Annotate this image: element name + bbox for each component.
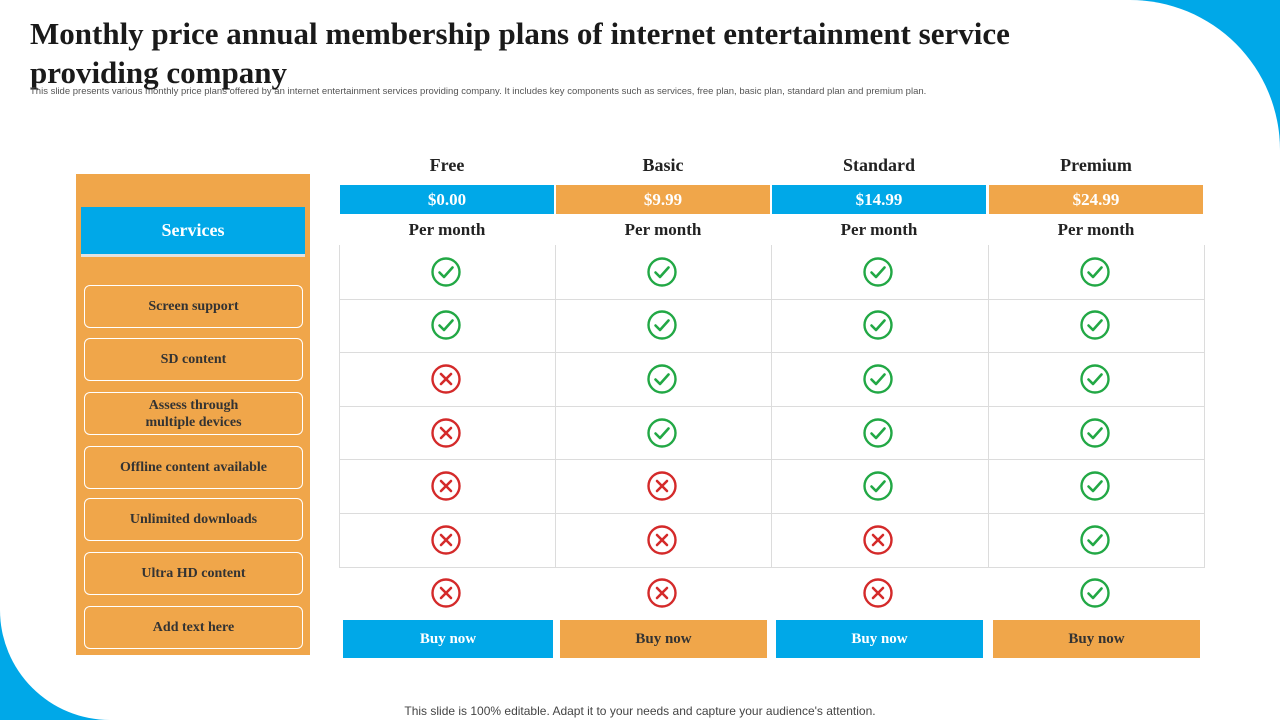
buy-now-button-premium[interactable]: Buy now [993, 620, 1200, 658]
check-circle-icon [863, 257, 893, 287]
x-circle-icon [863, 578, 893, 609]
check-circle-icon [431, 310, 461, 341]
grid-hline [339, 459, 1205, 460]
footer-note: This slide is 100% editable. Adapt it to… [404, 704, 876, 718]
buy-now-button-free[interactable]: Buy now [343, 620, 553, 658]
plan-period-premium: Per month [1057, 220, 1135, 239]
check-circle-icon [863, 471, 893, 501]
service-item: Assess through multiple devices [84, 392, 303, 435]
service-item: Add text here [84, 606, 303, 649]
check-circle-icon [1080, 525, 1110, 555]
plan-price-free: $0.00 [340, 185, 554, 214]
check-circle-icon [1080, 417, 1110, 448]
plan-name-basic: Basic [642, 155, 684, 175]
plan-price-basic: $9.99 [556, 185, 770, 214]
x-circle-icon [647, 471, 677, 501]
services-panel: Services Screen support SD content Assess … [76, 174, 310, 655]
service-item: Screen support [84, 285, 303, 328]
check-circle-icon [1080, 364, 1110, 394]
x-circle-icon [431, 471, 461, 501]
x-circle-icon [431, 578, 461, 609]
x-circle-icon [431, 525, 461, 555]
plan-period-standard: Per month [840, 220, 918, 239]
x-circle-icon [431, 417, 461, 448]
service-item: Ultra HD content [84, 552, 303, 595]
plan-name-standard: Standard [842, 155, 916, 175]
check-circle-icon [647, 310, 677, 341]
services-header: Services [81, 207, 305, 257]
plan-period-free: Per month [408, 220, 486, 239]
check-circle-icon [863, 417, 893, 448]
check-circle-icon [431, 257, 461, 287]
service-item: SD content [84, 338, 303, 381]
plan-price-standard: $14.99 [772, 185, 986, 214]
service-item: Unlimited downloads [84, 498, 303, 541]
check-circle-icon [1080, 471, 1110, 501]
x-circle-icon [863, 525, 893, 555]
check-circle-icon [863, 364, 893, 394]
x-circle-icon [647, 578, 677, 609]
check-circle-icon [647, 417, 677, 448]
check-circle-icon [647, 364, 677, 394]
buy-now-button-standard[interactable]: Buy now [776, 620, 983, 658]
check-circle-icon [647, 257, 677, 287]
check-circle-icon [863, 310, 893, 341]
plan-period-basic: Per month [624, 220, 702, 239]
page-subtitle: This slide presents various monthly pric… [30, 86, 927, 97]
plan-price-premium: $24.99 [989, 185, 1203, 214]
check-circle-icon [1080, 578, 1110, 609]
grid-hline [339, 406, 1205, 407]
plan-name-free: Free [429, 155, 465, 175]
grid-hline [339, 352, 1205, 353]
service-item: Offline content available [84, 446, 303, 489]
grid-hline [339, 513, 1205, 514]
x-circle-icon [431, 364, 461, 394]
feature-grid [339, 245, 1205, 568]
buy-now-button-basic[interactable]: Buy now [560, 620, 767, 658]
grid-hline [339, 567, 1205, 568]
page-title: Monthly price annual membership plans of… [30, 16, 1010, 90]
check-circle-icon [1080, 310, 1110, 341]
x-circle-icon [647, 525, 677, 555]
grid-hline [339, 299, 1205, 300]
plan-name-premium: Premium [1060, 155, 1132, 175]
check-circle-icon [1080, 257, 1110, 287]
